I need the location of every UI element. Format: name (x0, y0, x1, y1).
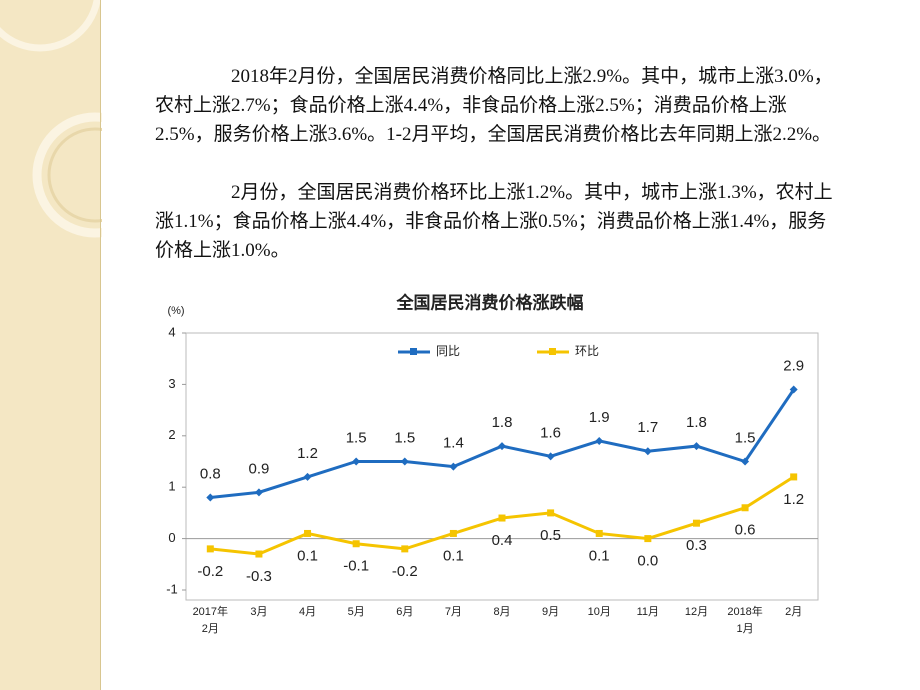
data-label: 1.5 (394, 429, 415, 446)
data-label: 1.5 (346, 429, 367, 446)
data-label: 0.1 (297, 547, 318, 564)
data-label: -0.2 (392, 563, 418, 580)
chart-title: 全国居民消费价格涨跌幅 (396, 292, 584, 312)
data-label: 1.7 (637, 419, 658, 436)
marker (206, 545, 214, 553)
x-tick-label: 11月 (637, 606, 659, 618)
marker (303, 472, 312, 481)
marker (352, 457, 361, 466)
y-axis-label: (%) (167, 305, 184, 317)
legend-marker (410, 348, 417, 355)
data-label: 2.9 (783, 358, 804, 375)
marker (206, 493, 215, 502)
data-label: 1.6 (540, 424, 561, 441)
marker (741, 504, 749, 512)
x-tick-label: 9月 (542, 606, 559, 618)
data-label: 0.5 (540, 527, 561, 544)
marker (692, 519, 700, 527)
marker (449, 462, 458, 471)
paragraph: 2018年2月份，全国居民消费价格同比上涨2.9%。其中，城市上涨3.0%，农村… (155, 66, 833, 145)
data-label: 0.6 (735, 522, 756, 539)
marker (255, 550, 263, 558)
data-label: 1.8 (686, 414, 707, 431)
y-tick-label: 1 (168, 479, 175, 494)
marker (400, 457, 409, 466)
data-label: -0.3 (246, 568, 272, 585)
marker (498, 442, 506, 451)
marker (304, 529, 312, 537)
y-tick-label: 3 (168, 376, 175, 391)
legend-marker (549, 348, 556, 355)
y-tick-label: 0 (168, 530, 175, 545)
marker (692, 442, 701, 451)
decoration (0, 0, 102, 690)
marker (789, 385, 798, 394)
marker (352, 540, 360, 548)
data-label: -0.1 (343, 558, 369, 575)
ring (32, 112, 102, 238)
legend-label: 环比 (575, 344, 599, 358)
marker (741, 457, 750, 466)
data-label: 1.2 (297, 445, 318, 462)
paragraph: 2月份，全国居民消费价格环比上涨1.2%。其中，城市上涨1.3%，农村上涨1.1… (155, 182, 833, 261)
x-tick-label: 2017年 2月 (193, 604, 228, 635)
data-label: -0.2 (197, 563, 223, 580)
data-label: 0.0 (637, 553, 658, 570)
data-label: 1.8 (492, 414, 513, 431)
data-label: 0.9 (248, 460, 269, 477)
x-tick-label: 2月 (785, 606, 802, 618)
marker (401, 545, 409, 553)
ring (0, 0, 101, 52)
data-label: 1.4 (443, 435, 464, 452)
ring (47, 127, 102, 223)
y-tick-label: -1 (166, 581, 178, 596)
x-tick-label: 4月 (299, 606, 316, 618)
data-label: 1.2 (783, 491, 804, 508)
marker (643, 447, 652, 456)
marker (449, 529, 457, 537)
y-tick-label: 2 (168, 427, 175, 442)
x-tick-label: 12月 (685, 606, 708, 618)
x-tick-label: 6月 (396, 606, 413, 618)
data-label: 0.1 (589, 547, 610, 564)
x-tick-label: 5月 (348, 606, 365, 618)
data-label: 0.4 (492, 532, 513, 549)
marker (595, 529, 603, 537)
y-tick-label: 4 (168, 324, 175, 339)
x-tick-label: 8月 (493, 606, 510, 618)
data-label: 0.1 (443, 547, 464, 564)
data-label: 1.9 (589, 409, 610, 426)
plot-frame (185, 332, 819, 601)
marker (254, 488, 263, 497)
data-label: 0.3 (686, 537, 707, 554)
marker (546, 452, 555, 461)
marker (644, 535, 652, 543)
x-tick-label: 10月 (588, 606, 611, 618)
x-tick-label: 2018年 1月 (727, 604, 762, 635)
x-tick-label: 7月 (445, 606, 462, 618)
legend-label: 同比 (436, 344, 460, 358)
x-tick-label: 3月 (250, 606, 267, 618)
marker (790, 473, 798, 481)
marker (547, 509, 555, 517)
data-label: 0.8 (200, 465, 221, 482)
marker (595, 436, 604, 445)
data-label: 1.5 (735, 429, 756, 446)
marker (498, 514, 506, 522)
